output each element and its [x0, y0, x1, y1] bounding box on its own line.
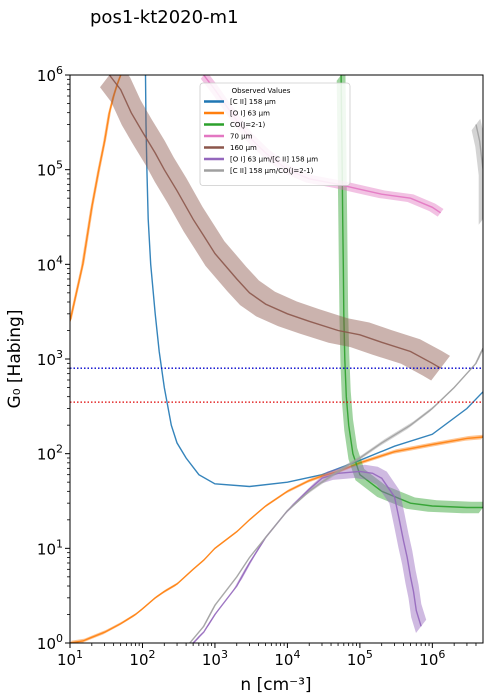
series-3	[336, 75, 483, 514]
legend-title: Observed Values	[232, 87, 291, 95]
series-2	[70, 434, 483, 643]
series-6	[192, 464, 427, 643]
legend-label-6: [C II] 158 μm/CO(J=2-1)	[230, 167, 314, 175]
series-1	[70, 75, 122, 322]
x-tick-label-2: 103	[202, 648, 228, 669]
series-line-5	[108, 75, 441, 369]
chart-title: pos1-kt2020-m1	[90, 7, 239, 28]
reference-lines	[70, 367, 483, 403]
series-5	[100, 75, 450, 381]
y-tick-label-3: 103	[37, 348, 63, 369]
series-8	[471, 118, 483, 225]
x-tick-label-0: 101	[57, 648, 83, 669]
legend-box	[199, 82, 351, 186]
x-tick-label-4: 105	[347, 648, 373, 669]
x-tick-label-1: 102	[129, 648, 155, 669]
y-tick-label-1: 101	[37, 537, 63, 558]
y-tick-label-4: 104	[37, 253, 63, 274]
series-0	[144, 75, 483, 488]
x-axis-label: n [cm⁻³]	[240, 675, 311, 695]
legend-label-3: 70 μm	[230, 133, 253, 141]
series-line-3	[340, 75, 483, 509]
y-tick-label-6: 106	[37, 64, 63, 85]
y-tick-label-0: 100	[37, 632, 63, 653]
series-line-1	[70, 75, 122, 322]
y-tick-label-5: 105	[37, 159, 63, 180]
y-axis-label: G₀ [Habing]	[5, 310, 25, 409]
series-7	[189, 347, 483, 643]
legend-label-0: [C II] 158 μm	[230, 98, 276, 106]
x-tick-label-5: 106	[419, 648, 445, 669]
series-band-7	[189, 348, 483, 643]
y-tick-label-2: 102	[37, 443, 63, 464]
x-tick-label-3: 104	[274, 648, 300, 669]
legend: Observed Values [C II] 158 μm [O I] 63 μm C…	[199, 82, 351, 186]
series-line-8	[475, 124, 483, 220]
series-line-0	[144, 75, 483, 488]
series-line-6	[192, 470, 422, 643]
series-band-8	[471, 118, 483, 225]
series-band-5	[100, 75, 450, 381]
series-line-2	[70, 436, 483, 643]
legend-label-5: [O I] 63 μm/[C II] 158 μm	[230, 156, 318, 164]
legend-label-1: [O I] 63 μm	[230, 110, 270, 118]
series-band-1	[70, 75, 122, 322]
series-line-7	[189, 347, 483, 643]
legend-label-4: 160 μm	[230, 144, 257, 152]
legend-label-2: CO(J=2-1)	[230, 121, 265, 129]
